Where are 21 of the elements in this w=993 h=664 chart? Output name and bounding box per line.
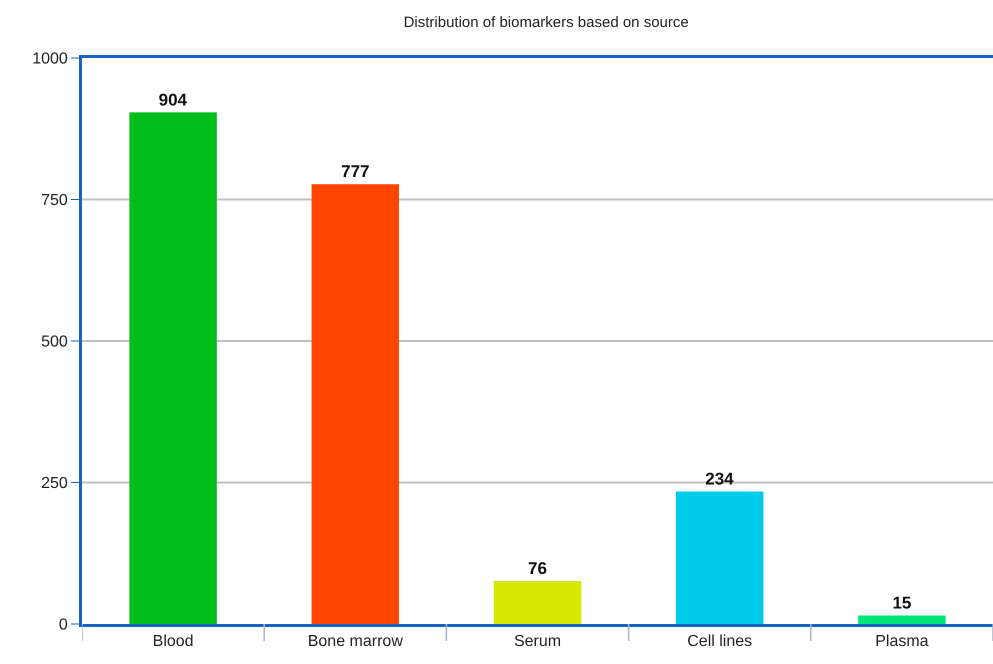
y-tick-label: 500 [41,334,68,351]
bar [312,184,400,624]
y-tick-label: 250 [41,475,68,492]
bar [494,580,582,624]
x-tick-label: Bone marrow [308,633,404,650]
data-label: 234 [705,470,734,489]
data-label: 76 [528,558,547,578]
data-label: 15 [892,594,912,613]
y-tick-label: 0 [58,616,68,634]
x-tick-label: Serum [514,633,562,650]
data-label: 904 [158,90,188,110]
bar [676,492,764,624]
x-tick-label: Plasma [875,633,929,650]
chart-title: Distribution of biomarkers based on source [404,14,689,32]
bar [129,112,217,624]
bar [858,616,946,624]
data-label: 777 [341,162,370,182]
y-tick-label: 1000 [32,50,68,68]
x-tick-label: Cell lines [687,633,752,650]
y-tick-label: 750 [41,192,68,210]
x-tick-label: Blood [152,633,194,650]
